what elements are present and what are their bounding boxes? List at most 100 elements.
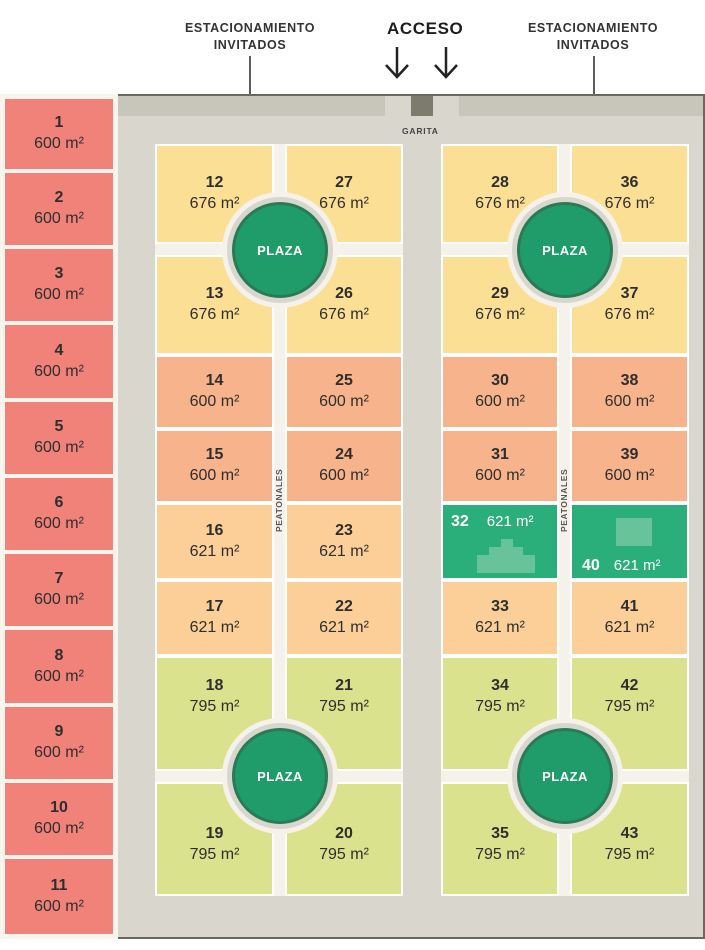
lot-area: 600 m² bbox=[34, 744, 84, 761]
lot-number: 15 bbox=[205, 446, 224, 463]
lot-9[interactable]: 9 600 m² bbox=[3, 705, 115, 781]
lot-area: 600 m² bbox=[319, 393, 369, 410]
lot-15[interactable]: 15 600 m² bbox=[155, 429, 274, 503]
lot-number: 32 bbox=[451, 513, 469, 530]
lot-number: 2 bbox=[54, 189, 64, 206]
lot-40[interactable]: 40 621 m² bbox=[570, 503, 689, 580]
lot-number: 5 bbox=[54, 418, 64, 435]
lot-area: 600 m² bbox=[604, 467, 655, 484]
lot-area: 676 m² bbox=[604, 195, 655, 212]
lot-area: 795 m² bbox=[475, 698, 525, 715]
lot-area: 676 m² bbox=[475, 195, 525, 212]
lot-area: 621 m² bbox=[319, 619, 369, 636]
lot-24[interactable]: 24 600 m² bbox=[285, 429, 403, 503]
lot-7[interactable]: 7 600 m² bbox=[3, 552, 115, 628]
lot-number: 28 bbox=[491, 174, 509, 191]
lot-area: 600 m² bbox=[189, 393, 240, 410]
walkway-label-right: PEATONALES bbox=[559, 468, 569, 532]
lot-number: 43 bbox=[620, 825, 639, 842]
lot-32[interactable]: 32 621 m² bbox=[441, 503, 559, 580]
lot-number: 20 bbox=[335, 825, 353, 842]
lot-area: 600 m² bbox=[34, 439, 84, 456]
lot-area: 600 m² bbox=[34, 210, 84, 227]
walkway-label-left: PEATONALES bbox=[274, 468, 284, 532]
lot-area: 621 m² bbox=[604, 619, 655, 636]
house-icon bbox=[616, 518, 652, 546]
lot-number: 13 bbox=[205, 285, 224, 302]
lot-area: 676 m² bbox=[189, 195, 240, 212]
lot-area: 795 m² bbox=[319, 846, 369, 863]
lot-number: 29 bbox=[491, 285, 509, 302]
lot-11[interactable]: 11 600 m² bbox=[3, 857, 115, 936]
lot-number: 40 bbox=[582, 557, 600, 574]
lot-area: 600 m² bbox=[34, 667, 84, 685]
lot-number: 18 bbox=[205, 677, 224, 694]
lot-41[interactable]: 41 621 m² bbox=[570, 580, 689, 656]
lot-8[interactable]: 8 600 m² bbox=[3, 628, 115, 705]
lot-14[interactable]: 14 600 m² bbox=[155, 355, 274, 429]
lot-number: 22 bbox=[335, 598, 353, 615]
lot-area: 676 m² bbox=[319, 306, 369, 323]
lot-area: 621 m² bbox=[189, 542, 240, 560]
lot-33[interactable]: 33 621 m² bbox=[441, 580, 559, 656]
lot-number: 16 bbox=[205, 521, 224, 539]
lot-number: 35 bbox=[491, 825, 509, 842]
plaza[interactable]: PLAZA bbox=[232, 202, 328, 298]
lot-number: 7 bbox=[54, 570, 64, 587]
lot-10[interactable]: 10 600 m² bbox=[3, 781, 115, 857]
lot-1[interactable]: 1 600 m² bbox=[3, 97, 115, 171]
lot-31[interactable]: 31 600 m² bbox=[441, 429, 559, 503]
lot-area: 795 m² bbox=[189, 846, 240, 863]
lot-area: 600 m² bbox=[475, 467, 525, 484]
parking-label-right: ESTACIONAMIENTO INVITADOS bbox=[527, 21, 659, 52]
parking-label-left: ESTACIONAMIENTO INVITADOS bbox=[184, 21, 316, 52]
lot-21[interactable]: 21 795 m² bbox=[285, 656, 403, 771]
lot-area: 600 m² bbox=[34, 362, 84, 380]
lot-area: 795 m² bbox=[604, 846, 655, 863]
lot-3[interactable]: 3 600 m² bbox=[3, 247, 115, 323]
lot-number: 8 bbox=[54, 646, 64, 664]
lot-area: 600 m² bbox=[475, 393, 525, 410]
lot-area: 621 m² bbox=[319, 542, 369, 560]
lot-area: 621 m² bbox=[475, 619, 525, 636]
lot-2[interactable]: 2 600 m² bbox=[3, 171, 115, 247]
lot-number: 19 bbox=[205, 825, 224, 842]
lot-39[interactable]: 39 600 m² bbox=[570, 429, 689, 503]
lot-area: 621 m² bbox=[189, 619, 240, 636]
plaza[interactable]: PLAZA bbox=[517, 202, 613, 298]
parking-strip-right bbox=[459, 94, 705, 116]
lot-area: 600 m² bbox=[189, 467, 240, 484]
lot-4[interactable]: 4 600 m² bbox=[3, 323, 115, 400]
lot-number: 38 bbox=[620, 372, 639, 389]
lot-area: 795 m² bbox=[189, 698, 240, 715]
lot-5[interactable]: 5 600 m² bbox=[3, 400, 115, 476]
lot-number: 10 bbox=[50, 799, 68, 816]
lot-area: 600 m² bbox=[34, 286, 84, 303]
lot-16[interactable]: 16 621 m² bbox=[155, 503, 274, 580]
lot-number: 3 bbox=[54, 265, 64, 282]
lot-38[interactable]: 38 600 m² bbox=[570, 355, 689, 429]
access-label: ACCESO bbox=[387, 19, 464, 38]
lot-number: 30 bbox=[491, 372, 509, 389]
lot-22[interactable]: 22 621 m² bbox=[285, 580, 403, 656]
lot-number: 39 bbox=[620, 446, 639, 463]
plaza[interactable]: PLAZA bbox=[232, 728, 328, 824]
lot-area: 621 m² bbox=[486, 513, 534, 530]
walkway-left bbox=[274, 144, 285, 896]
lot-number: 25 bbox=[335, 372, 353, 389]
lot-25[interactable]: 25 600 m² bbox=[285, 355, 403, 429]
lot-number: 27 bbox=[335, 174, 353, 191]
house-icon bbox=[477, 539, 535, 573]
gate-label: GARITA bbox=[402, 126, 439, 136]
lot-area: 600 m² bbox=[34, 135, 84, 152]
lot-6[interactable]: 6 600 m² bbox=[3, 476, 115, 552]
lot-number: 26 bbox=[335, 285, 353, 302]
lot-area: 676 m² bbox=[189, 306, 240, 323]
lot-number: 21 bbox=[335, 677, 353, 694]
plaza[interactable]: PLAZA bbox=[517, 728, 613, 824]
lot-30[interactable]: 30 600 m² bbox=[441, 355, 559, 429]
lot-number: 6 bbox=[54, 494, 64, 511]
lot-23[interactable]: 23 621 m² bbox=[285, 503, 403, 580]
lot-17[interactable]: 17 621 m² bbox=[155, 580, 274, 656]
lot-number: 9 bbox=[54, 723, 64, 740]
